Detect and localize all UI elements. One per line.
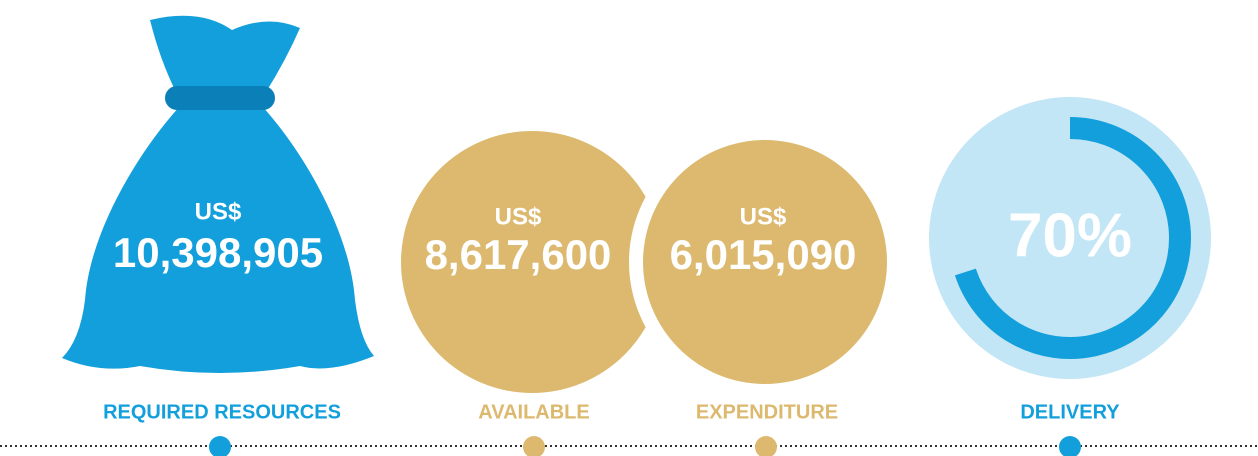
money-bag-icon [62, 15, 374, 373]
label: REQUIRED RESOURCES [103, 401, 341, 423]
amount: 8,617,600 [425, 231, 612, 278]
timeline-dot [1059, 436, 1081, 456]
label: DELIVERY [1020, 401, 1120, 423]
progress-arc [954, 117, 1191, 359]
timeline-dot [209, 436, 231, 456]
amount: 10,398,905 [113, 229, 323, 276]
timeline-dot [523, 436, 545, 456]
currency: US$ [740, 203, 787, 230]
delivery-value: 70% [1008, 201, 1132, 270]
timeline-dot [755, 436, 777, 456]
coin-expenditure [643, 140, 887, 384]
currency: US$ [495, 203, 542, 230]
label: AVAILABLE [478, 401, 589, 423]
coin-available [401, 131, 663, 393]
label: EXPENDITURE [696, 401, 838, 423]
currency: US$ [195, 198, 242, 225]
amount: 6,015,090 [670, 231, 857, 278]
